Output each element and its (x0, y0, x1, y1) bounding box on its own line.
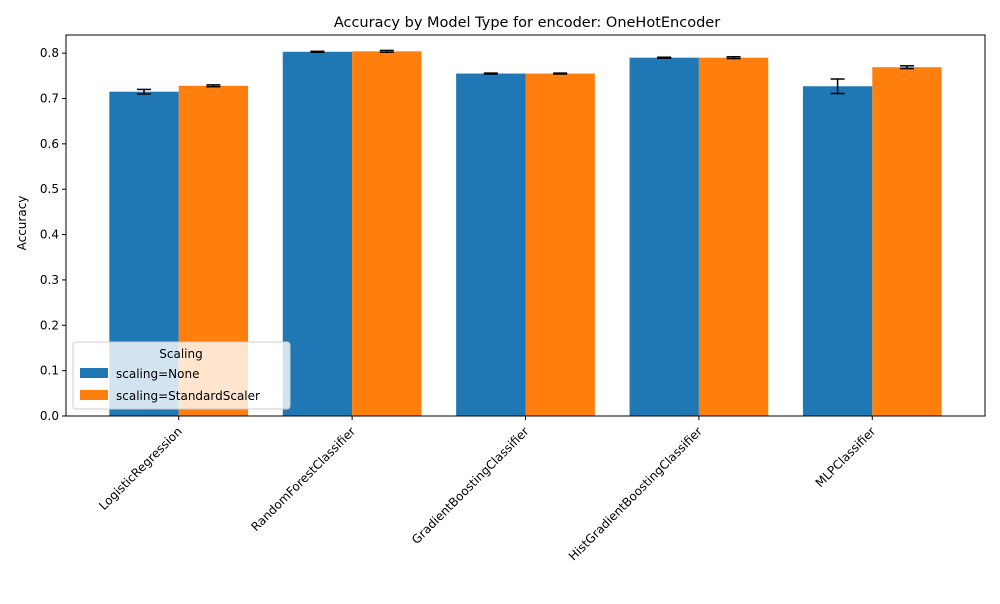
y-tick-label: 0.2 (40, 318, 59, 332)
legend-label-none: scaling=None (116, 367, 199, 381)
x-tick-label-mlpclassifier: MLPClassifier (813, 424, 879, 490)
bar-mlpclassifier-scaling-standardscaler (872, 67, 942, 416)
plot-frame (65, 34, 986, 417)
x-tick-label-logisticregression: LogisticRegression (96, 424, 185, 513)
plot-area: LogisticRegression RandomForestClassifier… (40, 34, 986, 563)
legend: Scaling scaling=None scaling=StandardSca… (72, 341, 291, 410)
y-tick-label: 0.0 (40, 409, 59, 423)
bar-randomforestclassifier-scaling-none (282, 51, 353, 417)
bar-histgradientboostingclassifier-scaling-standardscaler (698, 57, 769, 417)
y-tick-label: 0.4 (40, 228, 59, 242)
bar-randomforestclassifier-scaling-standardscaler (352, 51, 422, 416)
x-tick-label-histgradientboostingclassifier: HistGradientBoostingClassifier (566, 424, 705, 563)
y-axis-label: Accuracy (15, 196, 29, 251)
bar-histgradientboostingclassifier-scaling-none (629, 57, 699, 417)
legend-title: Scaling (159, 347, 202, 361)
x-tick-label-randomforestclassifier: RandomForestClassifier (248, 424, 358, 534)
bar-gradientboostingclassifier-scaling-standardscaler (525, 73, 595, 416)
y-tick-label: 0.7 (40, 92, 59, 106)
y-tick-label: 0.1 (40, 364, 59, 378)
y-tick-label: 0.3 (40, 273, 59, 287)
legend-frame (72, 341, 291, 410)
bar-gradientboostingclassifier-scaling-none (456, 73, 526, 416)
bar-mlpclassifier-scaling-none (802, 86, 873, 416)
y-tick-label: 0.5 (40, 182, 59, 196)
x-tick-label-gradientboostingclassifier: GradientBoostingClassifier (409, 424, 532, 547)
chart-title: Accuracy by Model Type for encoder: OneH… (334, 15, 720, 31)
legend-swatch-none (80, 368, 108, 378)
y-tick-label: 0.8 (40, 46, 59, 60)
y-tick-label: 0.6 (40, 137, 59, 151)
legend-swatch-standardscaler (80, 390, 108, 400)
legend-label-standardscaler: scaling=StandardScaler (116, 389, 260, 403)
